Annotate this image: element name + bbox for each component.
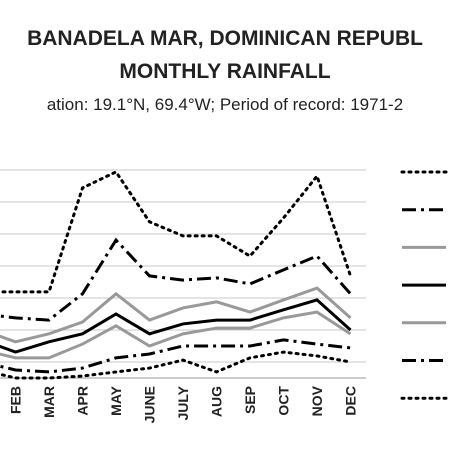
x-tick-label: AUG: [209, 386, 225, 417]
x-tick-label: MAR: [41, 386, 57, 418]
chart-title: BANADELA MAR, DOMINICAN REPUBL: [27, 27, 423, 50]
series-line: [0, 298, 352, 354]
x-tick-label: MAY: [108, 385, 124, 415]
series-line: [0, 170, 352, 294]
series-line: [0, 286, 352, 344]
x-tick-label: JUNE: [142, 386, 158, 423]
x-tick-label: SEP: [242, 386, 258, 414]
series-line: [0, 237, 352, 322]
series-line: [0, 338, 351, 374]
x-tick-label: DEC: [343, 386, 359, 416]
x-tick-label: NOV: [309, 385, 325, 416]
x-tick-label: OCT: [276, 386, 292, 416]
series-line: [0, 350, 352, 380]
x-tick-label: APR: [75, 386, 91, 416]
x-tick-label: FEB: [8, 386, 24, 414]
series-line: [0, 310, 352, 360]
chart-title-line2: MONTHLY RAINFALL: [119, 60, 330, 83]
chart-subtitle: ation: 19.1°N, 69.4°W; Period of record:…: [47, 95, 403, 114]
x-tick-label: JULY: [175, 385, 191, 420]
